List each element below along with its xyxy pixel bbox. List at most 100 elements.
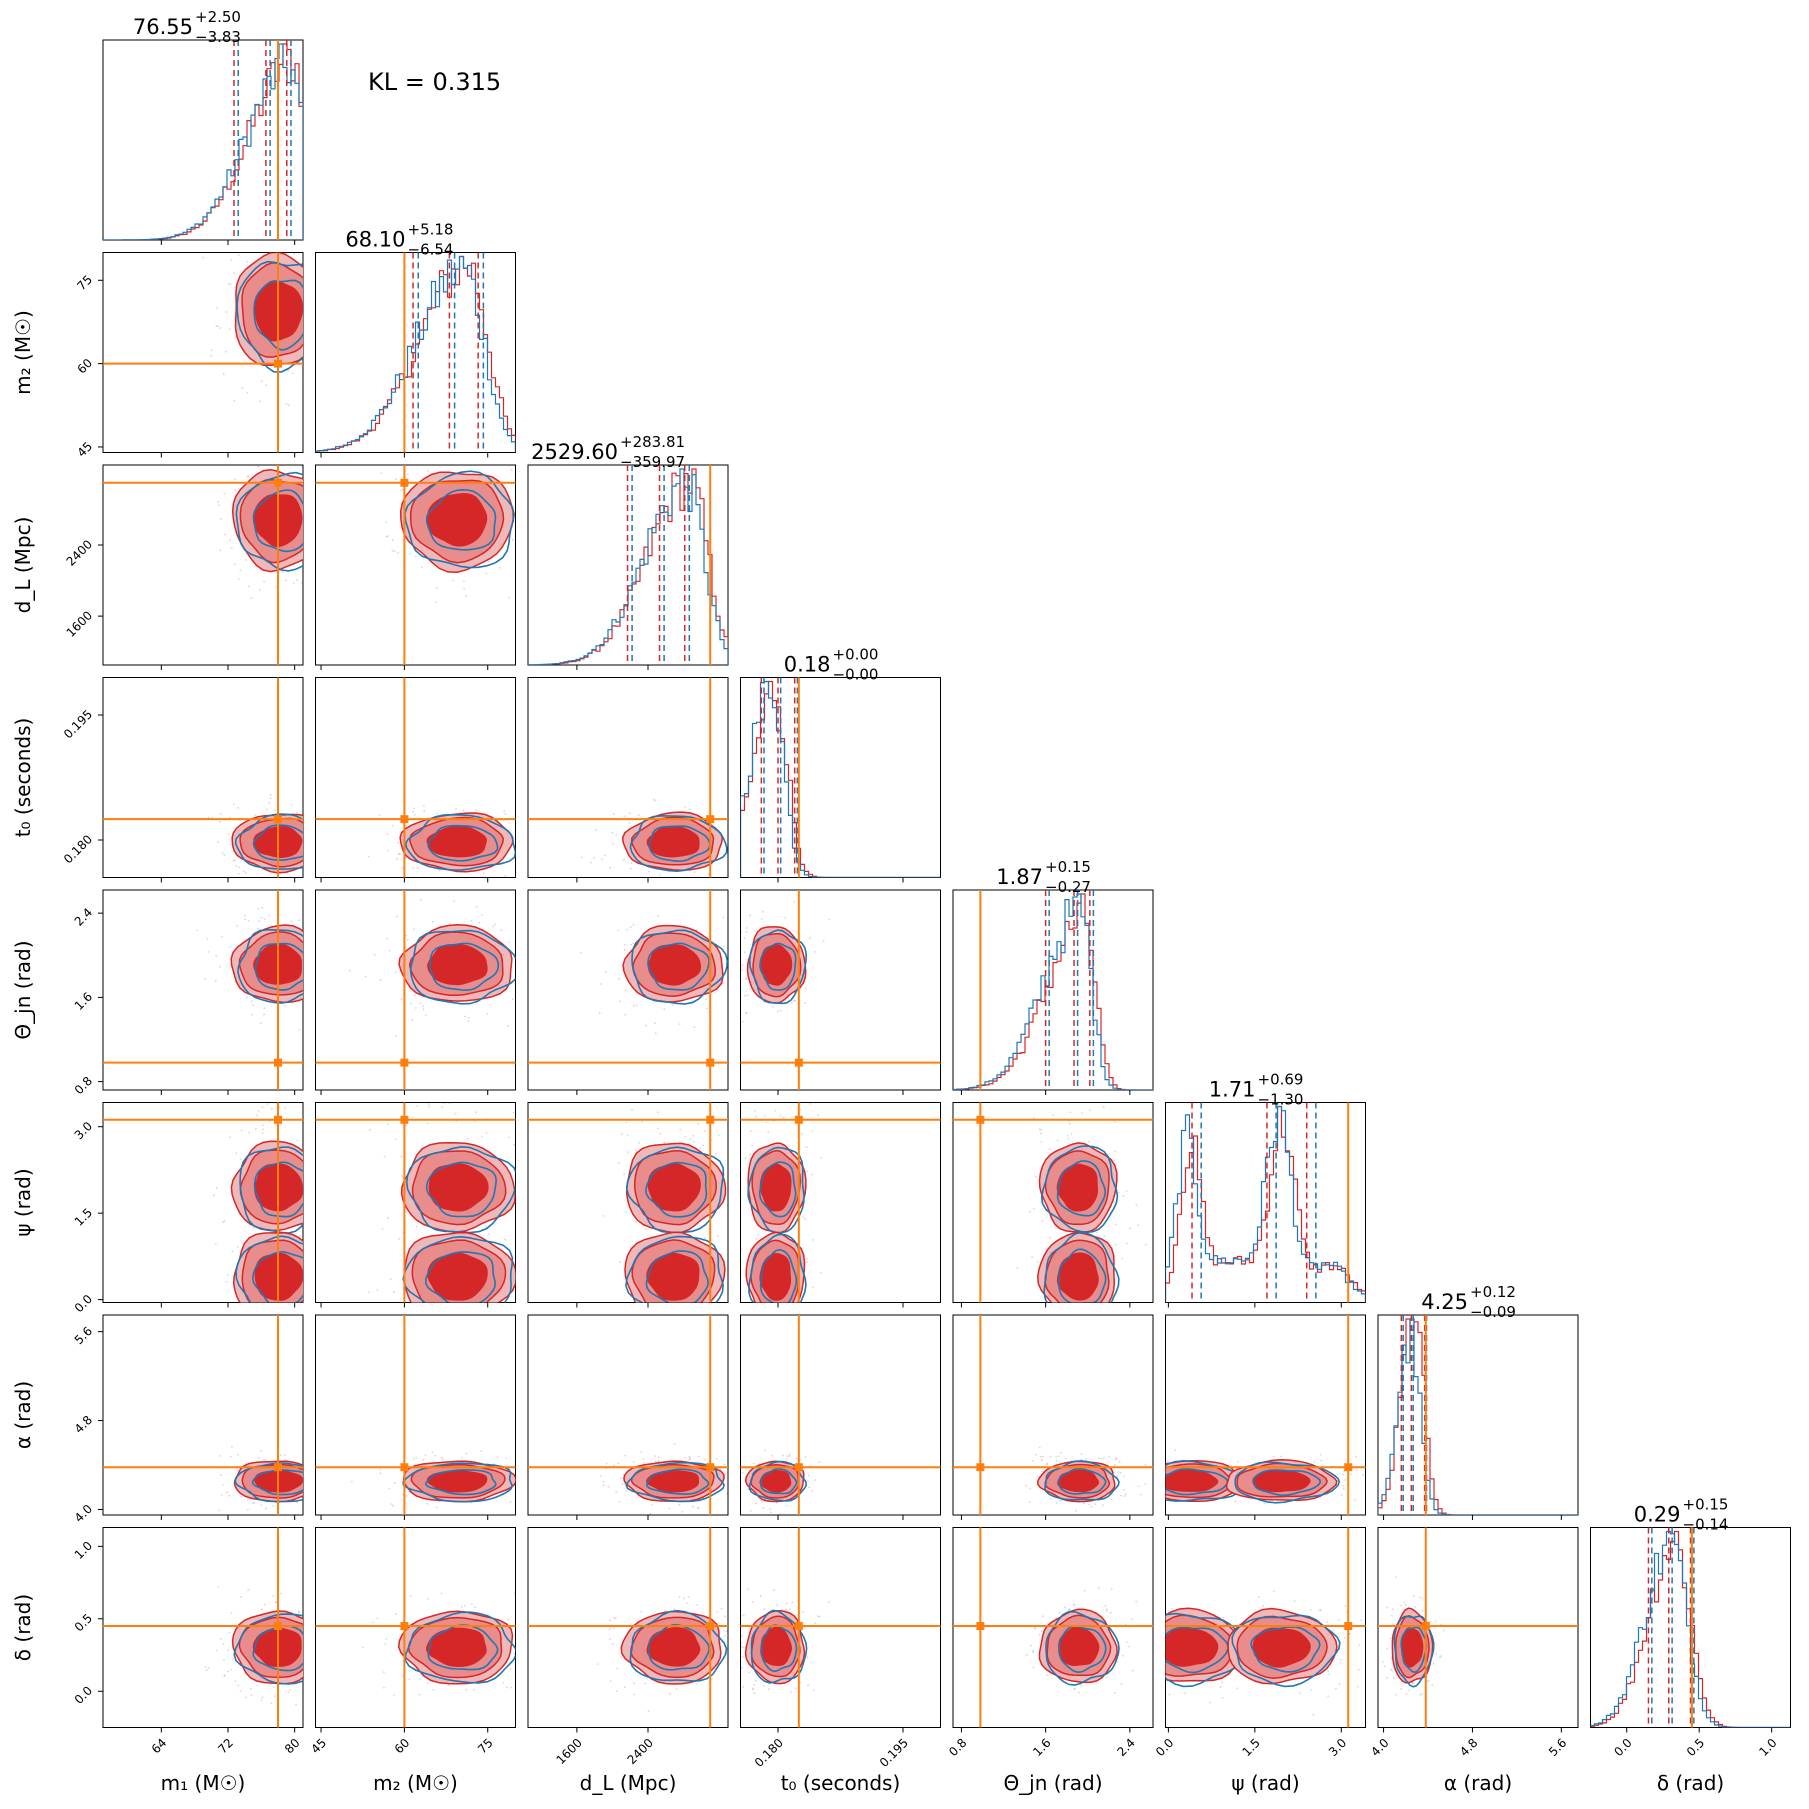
sample-point xyxy=(618,977,621,980)
sample-point xyxy=(254,1128,257,1131)
sample-point xyxy=(237,1453,240,1456)
sample-point xyxy=(240,1495,243,1498)
sample-point xyxy=(713,992,716,994)
sample-point xyxy=(262,1128,264,1131)
xtick-label-delta: 0.0 xyxy=(1611,1736,1634,1759)
sample-point xyxy=(752,1688,754,1691)
sample-point xyxy=(620,1655,623,1658)
sample-point xyxy=(207,1667,210,1669)
sample-point xyxy=(813,1689,815,1692)
sample-point xyxy=(247,475,250,478)
panel-t0-delta xyxy=(740,1527,941,1728)
sample-point xyxy=(1114,1092,1116,1094)
sample-point xyxy=(218,504,221,507)
sample-point xyxy=(726,1492,728,1495)
sample-point xyxy=(764,1449,766,1451)
sample-point xyxy=(473,1689,476,1691)
hist-blue-m1 xyxy=(103,43,303,240)
sample-point xyxy=(744,1468,747,1471)
sample-point xyxy=(419,1002,422,1005)
sample-point xyxy=(710,1678,713,1680)
sample-point xyxy=(693,1026,696,1029)
sample-point xyxy=(659,1132,662,1135)
sample-point xyxy=(727,1471,728,1474)
sample-point xyxy=(293,582,295,585)
sample-point xyxy=(523,563,525,565)
sample-point xyxy=(745,1012,748,1014)
sample-point xyxy=(414,994,416,996)
sample-point xyxy=(531,533,533,535)
sample-point xyxy=(264,1459,267,1462)
truth-marker xyxy=(400,1463,409,1472)
sample-point xyxy=(393,550,396,553)
sample-point xyxy=(265,455,267,457)
sample-point xyxy=(807,1684,809,1686)
ytick-label-theta_jn: 2.4 xyxy=(72,905,95,928)
sample-point xyxy=(1075,1510,1077,1512)
sample-point xyxy=(251,1013,254,1016)
sample-point xyxy=(257,1457,260,1460)
title-minus-t0: −0.00 xyxy=(833,666,879,684)
sample-point xyxy=(1128,1645,1130,1648)
truth-marker xyxy=(1344,1622,1353,1631)
sample-point xyxy=(1383,1467,1385,1469)
sample-point xyxy=(734,1145,736,1147)
sample-point xyxy=(496,1456,499,1459)
sample-point xyxy=(1137,1485,1140,1488)
sample-point xyxy=(1262,1604,1265,1607)
sample-point xyxy=(633,1682,635,1685)
sample-point xyxy=(400,1155,403,1158)
contour-outer-blue xyxy=(235,1235,303,1303)
sample-point xyxy=(1438,1656,1441,1659)
sample-point xyxy=(475,1111,477,1114)
sample-point xyxy=(1030,1073,1032,1075)
sample-point xyxy=(755,1679,757,1682)
xaxis-label-m1: m₁ (M☉) xyxy=(161,1771,246,1795)
sample-point xyxy=(417,867,419,870)
sample-point xyxy=(239,1690,242,1692)
contour-inner-red xyxy=(1165,1469,1219,1492)
ytick-label-m2: 45 xyxy=(74,439,95,460)
xtick-label-psi: 3.0 xyxy=(1326,1736,1349,1759)
sample-point xyxy=(1386,1676,1389,1679)
sample-point xyxy=(1059,1499,1061,1502)
sample-point xyxy=(1103,1235,1106,1237)
panel-m1-m2 xyxy=(103,221,330,453)
sample-point xyxy=(1219,1686,1222,1688)
sample-point xyxy=(234,336,236,339)
sample-point xyxy=(1332,1629,1335,1632)
sample-point xyxy=(1071,1073,1073,1075)
sample-point xyxy=(432,920,434,923)
sample-point xyxy=(1337,1619,1340,1621)
sample-point xyxy=(1038,1633,1041,1636)
title-plus-theta_jn: +0.15 xyxy=(1045,858,1091,876)
sample-point xyxy=(328,221,330,223)
sample-point xyxy=(298,919,301,922)
contour-inner-blue xyxy=(647,942,710,991)
sample-point xyxy=(306,313,308,315)
contour-inner-blue xyxy=(645,1161,708,1218)
sample-point xyxy=(220,1637,222,1640)
sample-point xyxy=(210,354,213,357)
xtick-label-dL: 2400 xyxy=(625,1736,656,1767)
sample-point xyxy=(1394,1576,1397,1578)
truth-marker xyxy=(274,1622,282,1631)
contour-outer-blue xyxy=(625,1461,725,1503)
sample-point xyxy=(274,1304,276,1306)
sample-point xyxy=(309,1166,311,1168)
sample-point xyxy=(241,387,244,390)
truth-marker xyxy=(274,359,282,368)
sample-point xyxy=(1078,1691,1080,1694)
sample-point xyxy=(735,968,737,970)
sample-point xyxy=(794,1687,797,1690)
sample-point xyxy=(810,1173,813,1176)
sample-point xyxy=(746,994,749,997)
sample-point xyxy=(1342,1473,1345,1476)
sample-point xyxy=(260,1504,263,1506)
sample-point xyxy=(395,1613,397,1616)
sample-point xyxy=(717,1134,720,1137)
contour-outer-blue xyxy=(405,1145,516,1234)
sample-point xyxy=(313,834,315,836)
contour-inner-blue xyxy=(252,824,303,862)
sample-point xyxy=(226,1491,229,1494)
